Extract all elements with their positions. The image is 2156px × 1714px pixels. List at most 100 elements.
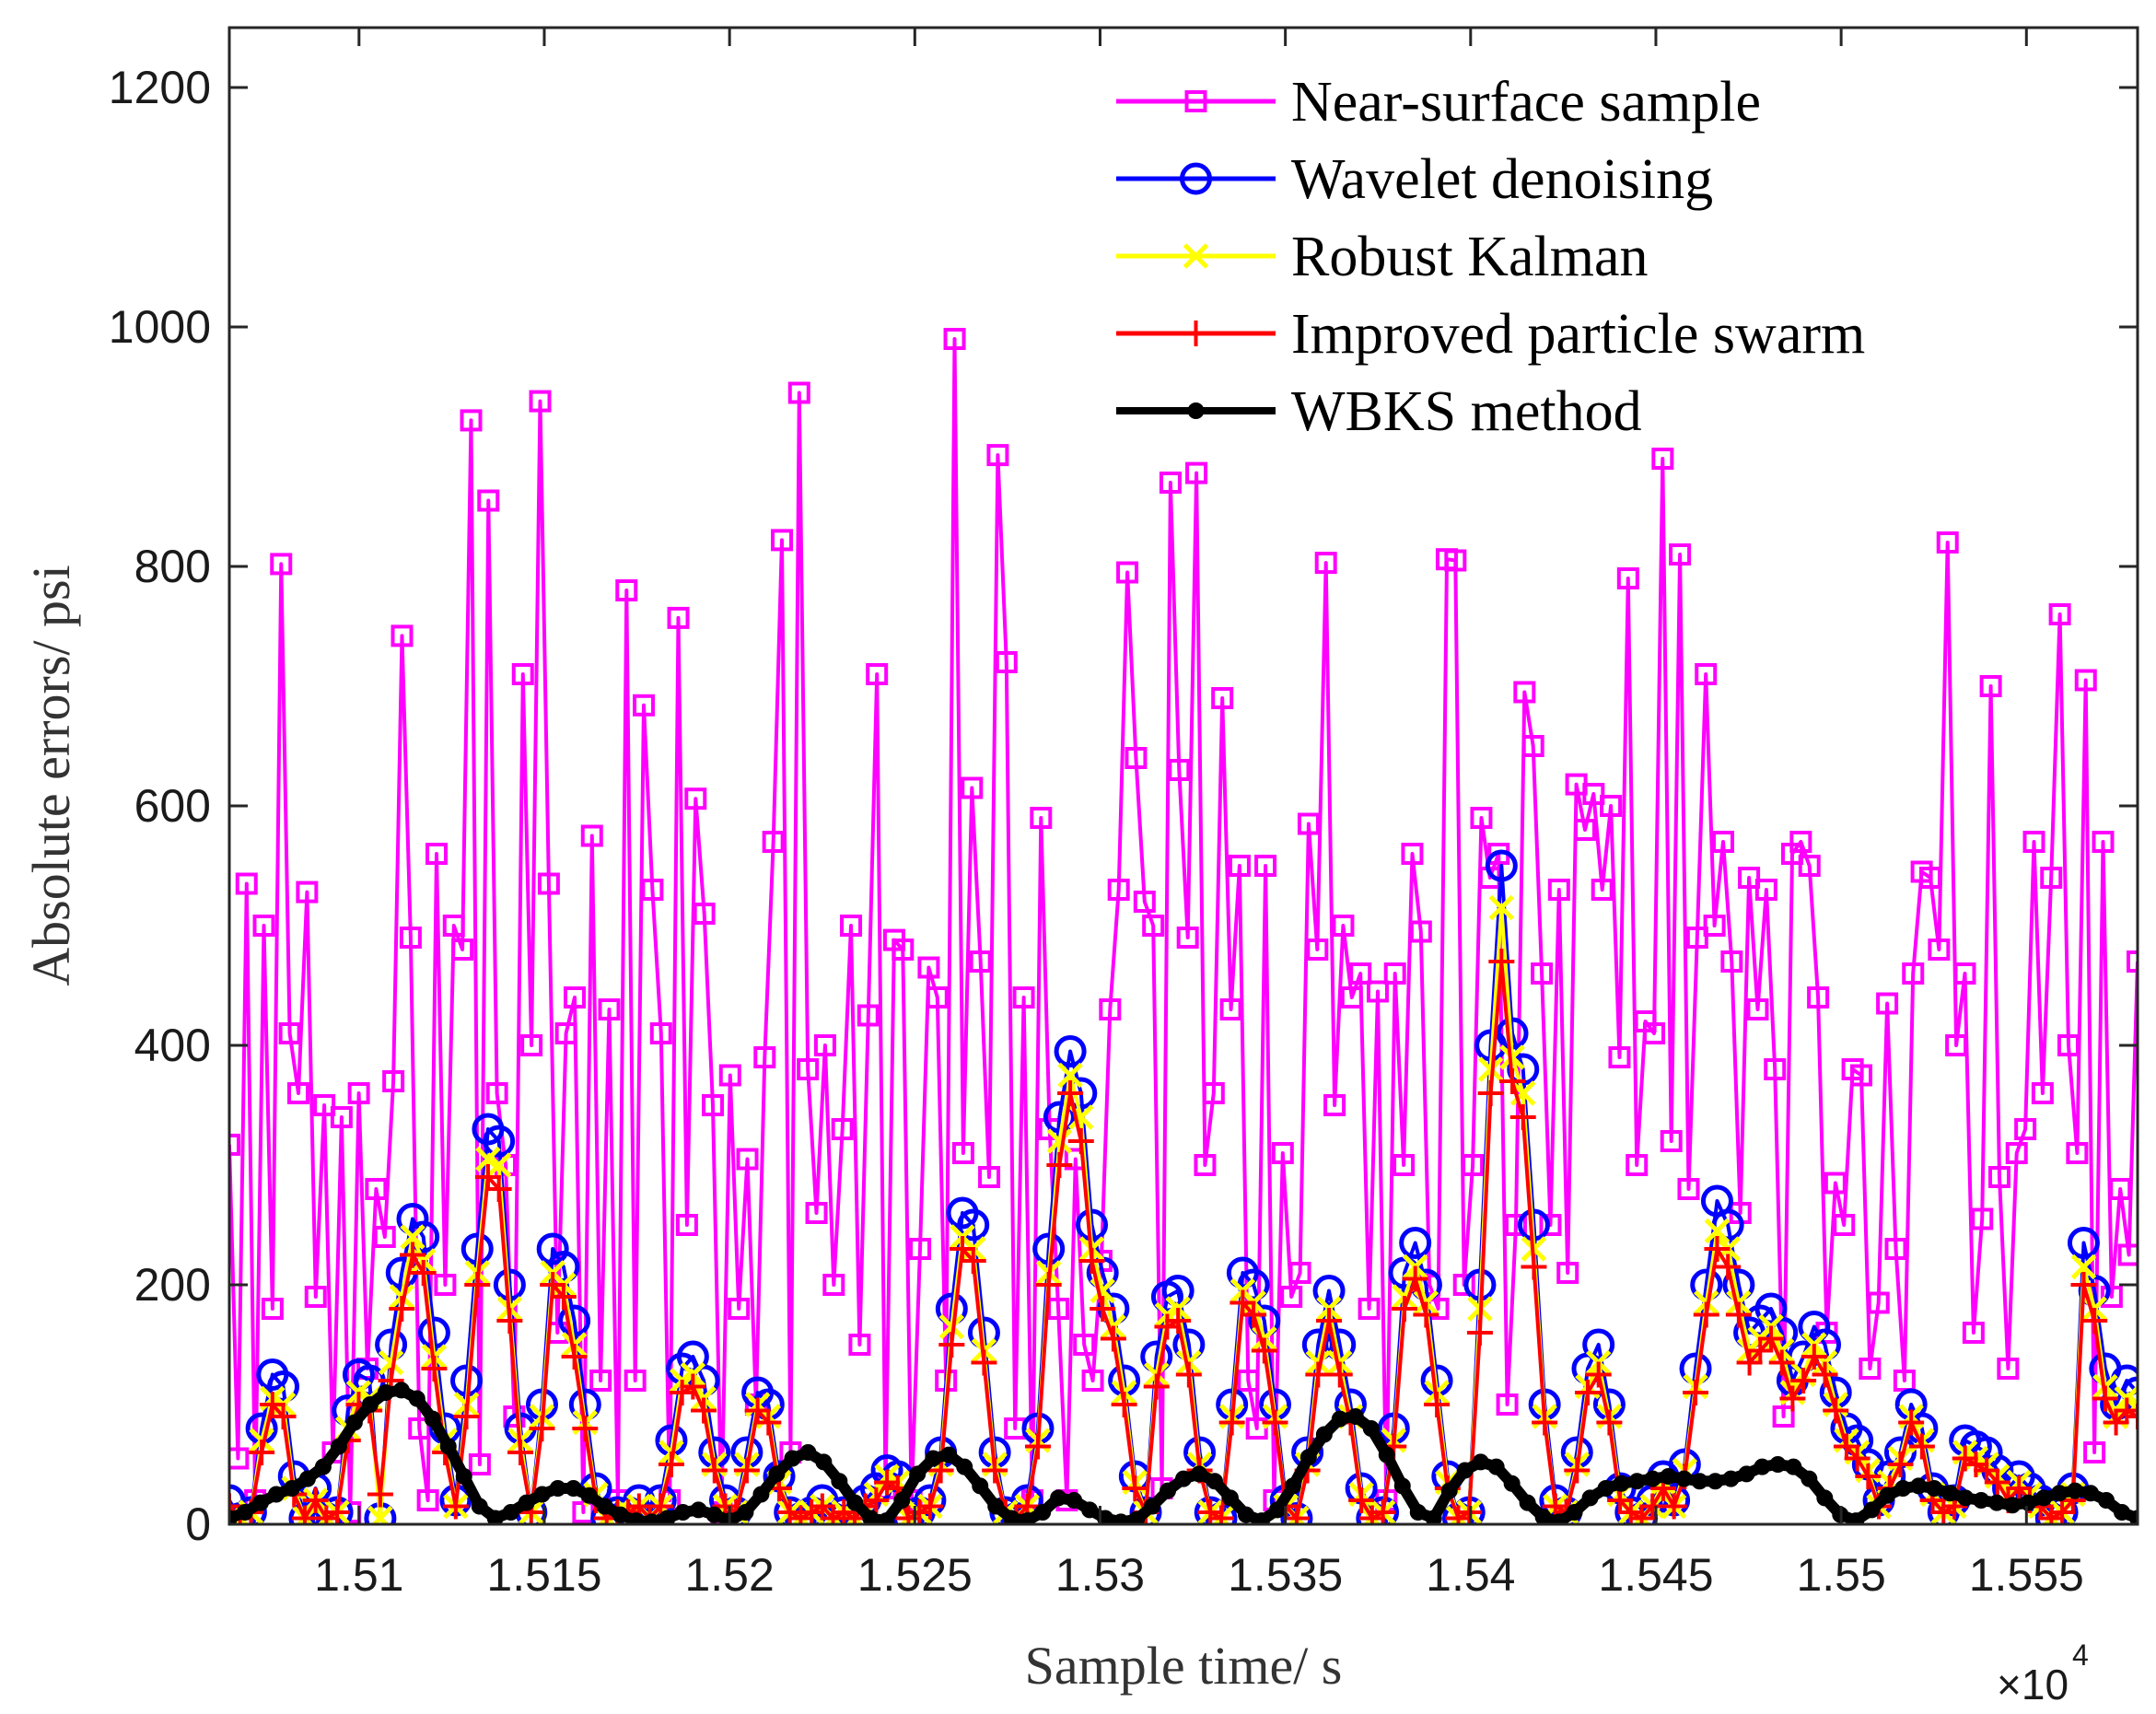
series-3 (229, 949, 2138, 1524)
data-point (1685, 927, 1708, 949)
data-point (1898, 1409, 1925, 1436)
data-point (1801, 1470, 1818, 1487)
data-point (1945, 1034, 1968, 1056)
data-point (753, 1046, 776, 1068)
data-point (1642, 1022, 1665, 1044)
legend-label: Wavelet denoising (1291, 148, 1713, 211)
data-point (1466, 1320, 1493, 1346)
legend: Near-surface sample Wavelet denoising Robu… (1116, 71, 1865, 443)
data-point (1720, 950, 1743, 973)
data-point (1283, 1505, 1310, 1524)
data-point (909, 1238, 932, 1260)
data-point (1547, 879, 1570, 901)
data-point (925, 1450, 942, 1467)
data-point (960, 1248, 986, 1274)
data-point (249, 1440, 275, 1465)
data-point (1358, 1298, 1381, 1320)
data-point (813, 1034, 836, 1056)
data-point (1675, 1470, 1693, 1487)
data-point (1496, 1393, 1519, 1416)
series-line (229, 960, 2138, 1521)
data-point (400, 1224, 425, 1250)
data-point (373, 1226, 396, 1248)
data-point (1509, 1080, 1536, 1106)
data-point (641, 879, 664, 901)
data-point (278, 1022, 301, 1044)
data-point (1487, 1458, 1505, 1475)
data-point (518, 1494, 535, 1511)
data-point (799, 1444, 817, 1461)
data-point (1219, 998, 1242, 1020)
data-point (986, 444, 1009, 467)
data-point (421, 1356, 448, 1382)
data-point (1081, 1370, 1104, 1392)
data-point (752, 1486, 770, 1503)
data-point (2005, 1142, 2028, 1164)
data-point (1908, 1433, 1935, 1460)
data-point (1462, 1154, 1485, 1176)
data-point (1953, 962, 1976, 985)
data-point (1168, 759, 1191, 781)
data-point (1160, 1482, 1177, 1499)
data-point (797, 1058, 820, 1080)
data-point (1107, 879, 1130, 901)
data-point (1596, 1409, 1623, 1436)
data-point (1801, 1344, 1827, 1370)
data-point (474, 1164, 501, 1190)
data-point (690, 1501, 707, 1519)
data-point (511, 663, 534, 685)
legend-entry: WBKS method (1116, 380, 1642, 443)
data-point (1445, 1505, 1472, 1524)
data-point (1582, 783, 1605, 805)
data-point (453, 1404, 480, 1429)
x-exponent-base: ×10 (1997, 1661, 2069, 1708)
legend-marker (1184, 90, 1207, 112)
data-point (893, 1492, 911, 1509)
data-point (1884, 1238, 1907, 1260)
data-point (1165, 1308, 1192, 1334)
data-point (938, 1313, 965, 1340)
data-point (1331, 1410, 1348, 1428)
data-point (768, 1465, 786, 1483)
data-point (1207, 1505, 1234, 1524)
data-point (1340, 986, 1363, 1009)
data-point (361, 1396, 379, 1413)
data-point (1297, 812, 1320, 835)
data-point (971, 1349, 997, 1376)
data-point (1488, 949, 1515, 974)
data-point (365, 1178, 388, 1200)
data-point (1893, 1370, 1916, 1392)
data-point (1722, 1470, 1740, 1487)
data-point (2022, 831, 2045, 853)
data-point (1707, 1473, 1724, 1490)
data-point (1054, 1035, 1087, 1067)
data-point (1012, 986, 1035, 1009)
data-point (485, 1152, 512, 1178)
data-point (1798, 855, 1821, 877)
data-point (1504, 1214, 1527, 1236)
data-point (267, 1370, 300, 1403)
data-point (565, 1480, 582, 1497)
data-point (1440, 1482, 1458, 1499)
data-point (1128, 1510, 1146, 1524)
data-point (2074, 669, 2097, 692)
data-point (680, 1373, 706, 1400)
data-point (529, 1416, 555, 1441)
data-point (477, 489, 500, 512)
data-point (1812, 1361, 1838, 1388)
data-point (957, 1208, 990, 1242)
data-point (1957, 1489, 1975, 1507)
data-point (2038, 1505, 2065, 1524)
data-point (1035, 1272, 1062, 1298)
data-point (1769, 1456, 1787, 1473)
data-point (737, 1504, 754, 1521)
data-point (1142, 915, 1165, 937)
data-point (1280, 1286, 1303, 1308)
data-point (1470, 807, 1493, 829)
data-point (1669, 543, 1692, 566)
x-tick-label: 1.51 (314, 1549, 403, 1601)
data-point (596, 1498, 613, 1515)
data-point (1902, 962, 1925, 985)
data-point (229, 1493, 242, 1520)
x-tick-label: 1.555 (1969, 1549, 2084, 1601)
